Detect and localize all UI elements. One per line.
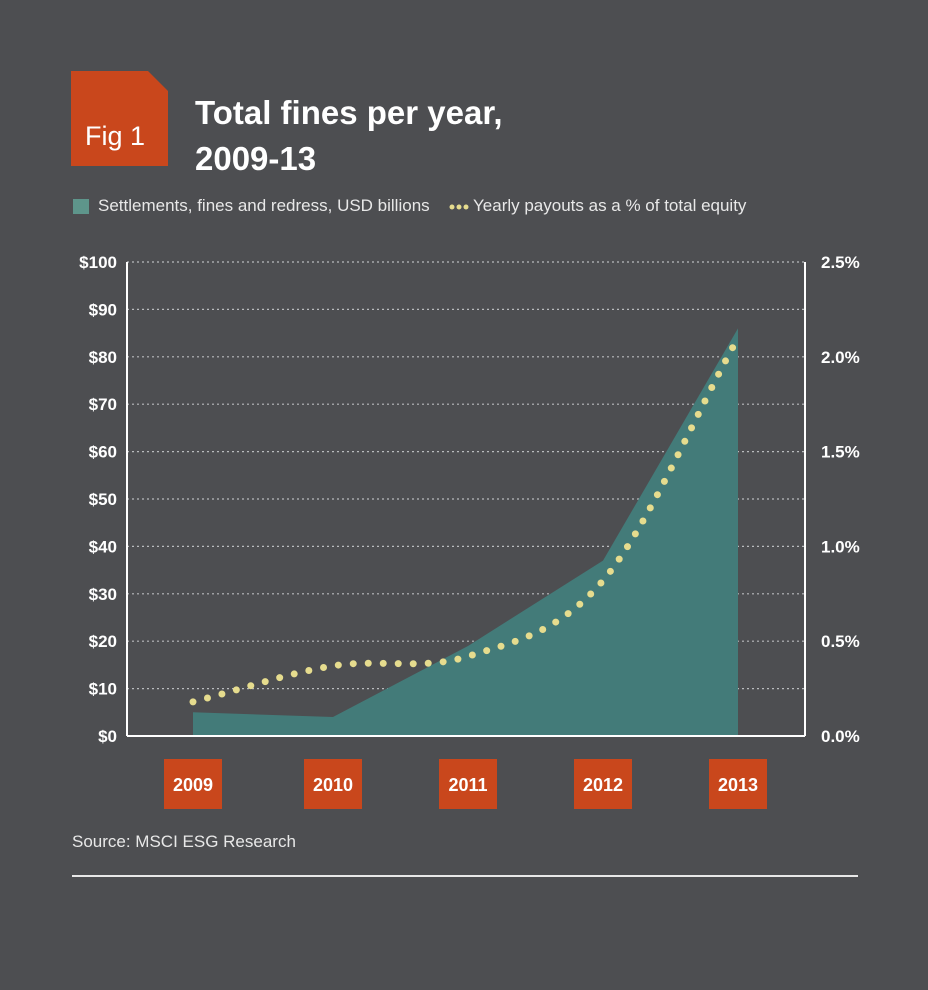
legend-area-swatch bbox=[73, 199, 89, 214]
y-right-tick-label: 2.5% bbox=[821, 253, 860, 272]
x-category-box bbox=[709, 759, 767, 809]
legend-dots-marker bbox=[449, 204, 469, 210]
y-left-tick-label: $50 bbox=[89, 490, 117, 509]
y-left-tick-label: $90 bbox=[89, 300, 117, 319]
chart-title-line-2: 2009-13 bbox=[195, 140, 317, 177]
x-category-label: 2012 bbox=[583, 775, 623, 795]
y-left-tick-label: $30 bbox=[89, 585, 117, 604]
x-category-label: 2013 bbox=[718, 775, 758, 795]
y-right-tick-label: 1.0% bbox=[821, 537, 860, 556]
y-left-tick-label: $100 bbox=[79, 253, 117, 272]
y-left-tick-label: $20 bbox=[89, 632, 117, 651]
figure-tag: Fig 1 bbox=[71, 71, 168, 166]
dotted-line-series bbox=[189, 334, 742, 706]
y-left-tick-label: $80 bbox=[89, 348, 117, 367]
y-left-tick-label: $0 bbox=[98, 727, 117, 746]
y-right-tick-label: 1.5% bbox=[821, 443, 860, 462]
y-right-tick-label: 0.0% bbox=[821, 727, 860, 746]
legend-area-label: Settlements, fines and redress, USD bill… bbox=[98, 196, 430, 215]
y-right-tick-label: 0.5% bbox=[821, 632, 860, 651]
bottom-divider bbox=[72, 875, 858, 877]
legend-dots-label: Yearly payouts as a % of total equity bbox=[473, 196, 747, 215]
x-category-label: 2009 bbox=[173, 775, 213, 795]
chart-title: Total fines per year, 2009-13 bbox=[195, 90, 503, 182]
x-category-box bbox=[164, 759, 222, 809]
x-category-box bbox=[304, 759, 362, 809]
y-left-tick-label: $70 bbox=[89, 395, 117, 414]
y-left-tick-label: $10 bbox=[89, 680, 117, 699]
y-left-tick-label: $40 bbox=[89, 537, 117, 556]
x-category-box bbox=[574, 759, 632, 809]
x-category-box bbox=[439, 759, 497, 809]
area-series bbox=[193, 328, 738, 736]
figure-tag-shape bbox=[71, 71, 168, 166]
y-left-tick-label: $60 bbox=[89, 443, 117, 462]
x-category-label: 2011 bbox=[448, 775, 487, 795]
x-category-label: 2010 bbox=[313, 775, 353, 795]
chart-title-line-1: Total fines per year, bbox=[195, 94, 503, 131]
figure-tag-label: Fig 1 bbox=[85, 121, 146, 151]
source-note: Source: MSCI ESG Research bbox=[72, 832, 296, 851]
y-right-tick-label: 2.0% bbox=[821, 348, 860, 367]
